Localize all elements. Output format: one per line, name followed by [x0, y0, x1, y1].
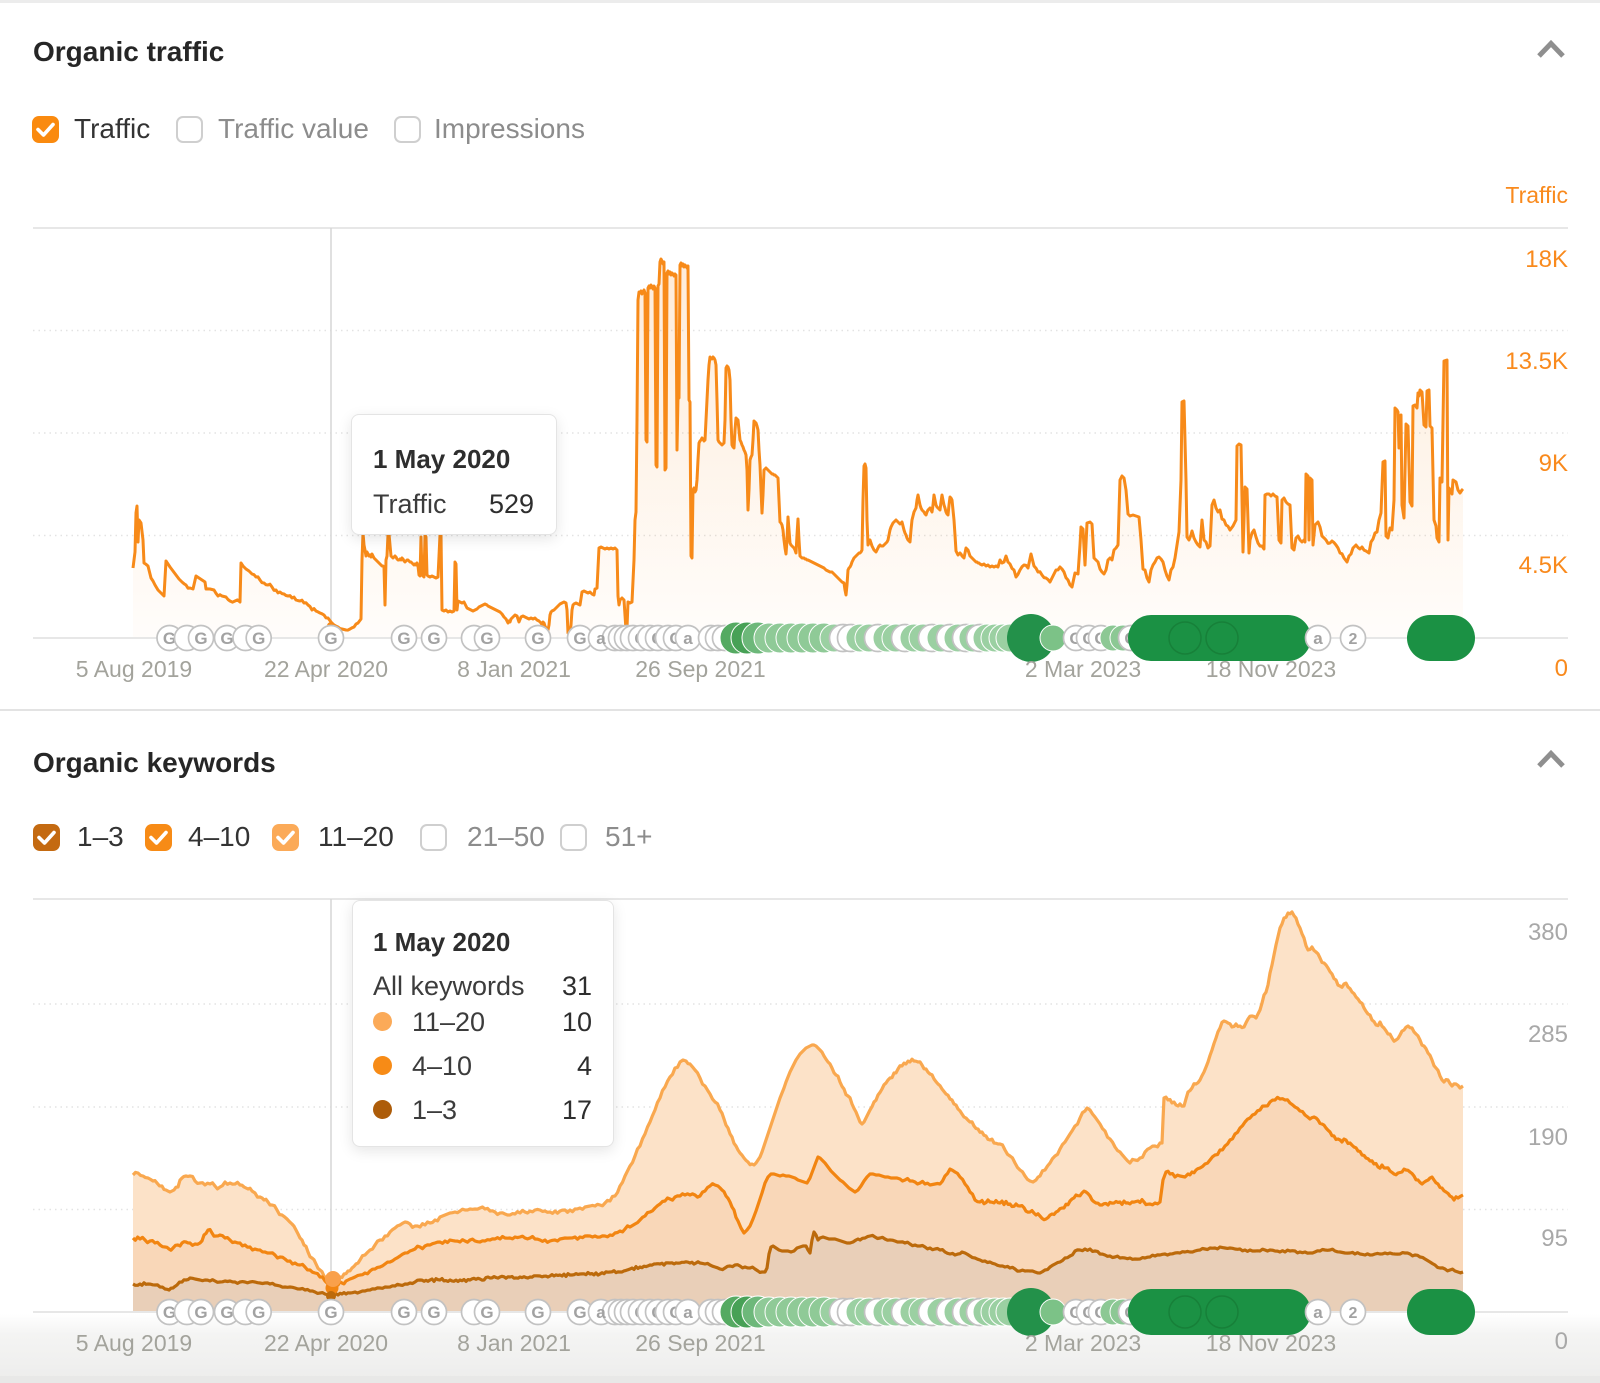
svg-text:G: G — [220, 629, 233, 648]
svg-text:a: a — [683, 629, 693, 648]
svg-text:2: 2 — [1349, 1305, 1358, 1322]
svg-text:22 Apr 2020: 22 Apr 2020 — [264, 656, 388, 682]
svg-text:G: G — [324, 1303, 337, 1322]
svg-text:26 Sep 2021: 26 Sep 2021 — [635, 1330, 765, 1356]
svg-text:5 Aug 2019: 5 Aug 2019 — [76, 656, 192, 682]
svg-text:G: G — [397, 1303, 410, 1322]
svg-text:8 Jan 2021: 8 Jan 2021 — [457, 656, 571, 682]
svg-text:0: 0 — [1555, 1328, 1568, 1355]
svg-text:4.5K: 4.5K — [1519, 552, 1568, 579]
svg-text:G: G — [573, 629, 586, 648]
svg-text:26 Sep 2021: 26 Sep 2021 — [635, 656, 765, 682]
svg-text:G: G — [480, 629, 493, 648]
svg-text:380: 380 — [1528, 919, 1568, 946]
svg-text:G: G — [324, 629, 337, 648]
svg-text:G: G — [252, 629, 265, 648]
svg-text:G: G — [427, 1303, 440, 1322]
svg-text:G: G — [531, 1303, 544, 1322]
svg-text:G: G — [480, 1303, 493, 1322]
svg-text:13.5K: 13.5K — [1505, 348, 1568, 375]
svg-text:0: 0 — [1555, 655, 1568, 682]
svg-text:G: G — [427, 629, 440, 648]
svg-text:G: G — [194, 1303, 207, 1322]
svg-text:G: G — [220, 1303, 233, 1322]
svg-text:G: G — [397, 629, 410, 648]
svg-text:2: 2 — [1349, 631, 1358, 648]
svg-text:a: a — [1313, 1303, 1323, 1322]
svg-text:a: a — [596, 629, 606, 648]
svg-text:2 Mar 2023: 2 Mar 2023 — [1025, 656, 1141, 682]
svg-text:285: 285 — [1528, 1021, 1568, 1048]
svg-text:a: a — [683, 1303, 693, 1322]
svg-text:G: G — [163, 1303, 176, 1322]
svg-text:Traffic: Traffic — [1505, 182, 1568, 208]
svg-text:a: a — [1313, 629, 1323, 648]
svg-text:9K: 9K — [1539, 450, 1568, 477]
svg-text:8 Jan 2021: 8 Jan 2021 — [457, 1330, 571, 1356]
svg-text:G: G — [163, 629, 176, 648]
svg-text:G: G — [531, 629, 544, 648]
svg-text:22 Apr 2020: 22 Apr 2020 — [264, 1330, 388, 1356]
svg-text:a: a — [596, 1303, 606, 1322]
svg-text:190: 190 — [1528, 1124, 1568, 1151]
svg-text:18 Nov 2023: 18 Nov 2023 — [1206, 656, 1336, 682]
svg-text:18 Nov 2023: 18 Nov 2023 — [1206, 1330, 1336, 1356]
svg-text:95: 95 — [1541, 1225, 1568, 1252]
svg-text:G: G — [252, 1303, 265, 1322]
svg-text:2 Mar 2023: 2 Mar 2023 — [1025, 1330, 1141, 1356]
svg-text:18K: 18K — [1525, 246, 1568, 273]
svg-text:G: G — [194, 629, 207, 648]
svg-text:5 Aug 2019: 5 Aug 2019 — [76, 1330, 192, 1356]
svg-text:G: G — [573, 1303, 586, 1322]
